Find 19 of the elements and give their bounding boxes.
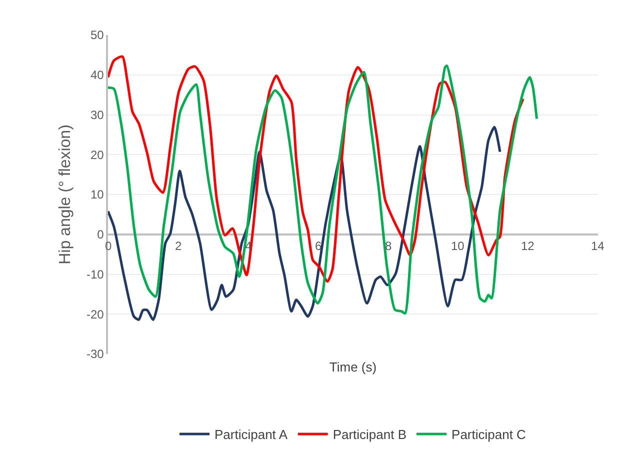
y-tick-label: -30 (86, 347, 104, 362)
x-tick-label: 12 (521, 239, 535, 253)
x-axis-title: Time (s) (329, 360, 377, 375)
y-tick-label: -10 (86, 267, 104, 282)
y-tick-label: 20 (90, 148, 104, 162)
x-tick-label: 10 (451, 239, 465, 253)
y-tick-label: 10 (90, 188, 104, 202)
y-tick-label: 0 (97, 228, 104, 242)
y-tick-label: 30 (90, 108, 104, 122)
y-tick-label: -20 (86, 307, 104, 322)
y-tick-label: 50 (90, 28, 104, 42)
legend-label: Participant A (214, 427, 288, 442)
legend-label: Participant C (452, 427, 526, 442)
legend-label: Participant B (332, 427, 407, 442)
y-axis-title: Hip angle (° flexion) (56, 124, 74, 264)
y-tick-label: 40 (90, 68, 104, 82)
x-tick-label: 14 (591, 239, 605, 253)
x-tick-label: 2 (175, 239, 182, 253)
x-tick-label: 8 (385, 239, 392, 253)
